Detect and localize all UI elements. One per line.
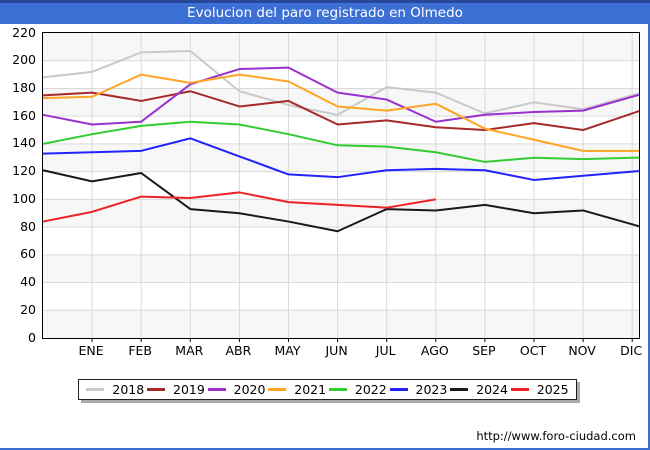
series-line-2025 bbox=[42, 191, 436, 223]
chart-title: Evolucion del paro registrado en Olmedo bbox=[0, 0, 650, 24]
legend-swatch-icon bbox=[510, 388, 529, 391]
x-tick-label: FEB bbox=[128, 343, 153, 358]
series-line-2024 bbox=[42, 169, 640, 233]
legend-item-2022: 2022 bbox=[328, 382, 387, 397]
legend-item-2025: 2025 bbox=[510, 382, 569, 397]
legend: 2018 2019 2020 2021 2022 2023 2024 2025 bbox=[78, 379, 577, 400]
legend-label: 2019 bbox=[173, 382, 205, 397]
legend-label: 2020 bbox=[233, 382, 266, 397]
y-tick-label: 200 bbox=[12, 52, 36, 68]
x-tick-label: JUL bbox=[375, 343, 396, 358]
plot-band bbox=[43, 33, 639, 61]
legend-swatch-icon bbox=[207, 388, 226, 391]
legend-label: 2022 bbox=[354, 382, 387, 397]
x-tick-label: NOV bbox=[568, 343, 596, 358]
y-tick-label: 140 bbox=[12, 135, 36, 151]
legend-label: 2024 bbox=[476, 382, 508, 397]
x-axis-labels: ENE FEB MAR ABR MAY JUN JUL AGO SEP OCT NOV DIC bbox=[0, 343, 650, 359]
y-tick-label: 40 bbox=[20, 274, 36, 290]
y-tick-label: 20 bbox=[20, 301, 36, 317]
x-tick-label: ABR bbox=[225, 343, 252, 358]
legend-label: 2021 bbox=[294, 382, 327, 397]
x-tick-label: MAR bbox=[175, 343, 204, 358]
y-tick-label: 120 bbox=[12, 163, 36, 179]
series-line-2021 bbox=[42, 73, 639, 152]
footer-url: http://www.foro-ciudad.com bbox=[476, 429, 636, 443]
legend-swatch-icon bbox=[268, 388, 287, 391]
y-tick-label: 160 bbox=[12, 107, 36, 123]
x-tick-label: ENE bbox=[78, 343, 104, 358]
plot-band bbox=[43, 254, 639, 283]
y-tick-label: 80 bbox=[20, 218, 36, 234]
y-tick-label: 180 bbox=[12, 79, 36, 95]
legend-item-2023: 2023 bbox=[389, 382, 448, 397]
plot-area bbox=[42, 32, 640, 342]
plot-band bbox=[43, 310, 639, 338]
legend-item-2018: 2018 bbox=[86, 382, 144, 397]
legend-label: 2023 bbox=[415, 382, 448, 397]
y-tick-label: 100 bbox=[12, 190, 36, 206]
x-tick-label: DIC bbox=[620, 343, 643, 358]
legend-item-2019: 2019 bbox=[147, 382, 205, 397]
legend-item-2021: 2021 bbox=[268, 382, 326, 397]
series-line-2018 bbox=[42, 50, 640, 116]
y-tick-label: 220 bbox=[12, 24, 36, 40]
y-tick-label: 0 bbox=[28, 329, 36, 345]
series-line-2023 bbox=[42, 137, 640, 181]
legend-swatch-icon bbox=[328, 388, 347, 391]
x-tick-label: OCT bbox=[519, 343, 547, 358]
legend-swatch-icon bbox=[147, 388, 166, 391]
x-tick-label: AGO bbox=[420, 343, 449, 358]
x-tick-label: JUN bbox=[325, 343, 348, 358]
series-line-2022 bbox=[42, 120, 640, 163]
legend-label: 2018 bbox=[112, 382, 145, 397]
x-tick-label: SEP bbox=[472, 343, 496, 358]
legend-swatch-icon bbox=[450, 388, 469, 391]
series-line-2019 bbox=[42, 90, 640, 132]
legend-label: 2025 bbox=[536, 382, 569, 397]
series-line-2020 bbox=[42, 66, 640, 126]
legend-item-2020: 2020 bbox=[207, 382, 266, 397]
y-tick-label: 60 bbox=[20, 246, 36, 262]
legend-swatch-icon bbox=[86, 388, 105, 391]
legend-swatch-icon bbox=[389, 388, 408, 391]
legend-item-2024: 2024 bbox=[450, 382, 508, 397]
x-tick-label: MAY bbox=[274, 343, 301, 358]
